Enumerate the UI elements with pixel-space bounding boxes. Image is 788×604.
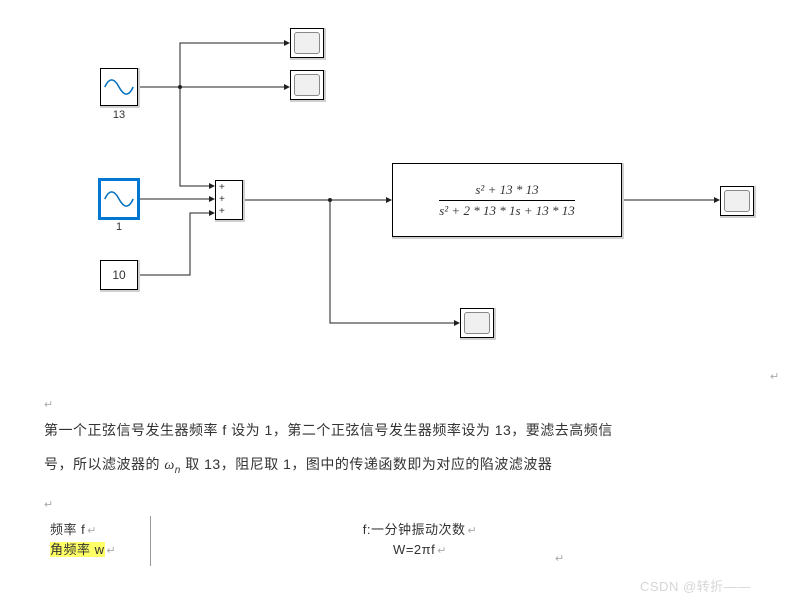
- sine-1-label: 13: [100, 109, 138, 121]
- omega-symbol: ω: [164, 458, 174, 473]
- constant-block[interactable]: 10: [100, 260, 138, 290]
- sum-input-2: +: [219, 194, 242, 206]
- sine-wave-block-1[interactable]: [100, 68, 138, 106]
- angular-frequency-label: 角频率 w: [50, 542, 105, 557]
- tf-numerator: s² + 13 * 13: [439, 182, 575, 198]
- tf-fraction-line: [439, 200, 575, 201]
- scope-screen: [294, 32, 320, 54]
- scope-block-2[interactable]: [290, 70, 324, 100]
- scope-block-3[interactable]: [720, 186, 754, 216]
- sine-2-label: 1: [100, 221, 138, 233]
- csdn-watermark: CSDN @转折——: [640, 576, 751, 595]
- angular-freq-formula: W=2πf: [393, 542, 435, 557]
- para-line2b: 取 13，阻尼取 1，图中的传递函数即为对应的陷波滤波器: [181, 456, 553, 472]
- sum-input-1: +: [219, 182, 242, 194]
- frequency-label: 频率 f: [50, 522, 85, 537]
- scope-screen: [294, 74, 320, 96]
- return-mark: ↵: [44, 498, 53, 511]
- para-line1: 第一个正弦信号发生器频率 f 设为 1，第二个正弦信号发生器频率设为 13，要滤…: [44, 422, 613, 438]
- tf-expression: s² + 13 * 13 s² + 2 * 13 * 1s + 13 * 13: [439, 182, 575, 219]
- transfer-function-block[interactable]: s² + 13 * 13 s² + 2 * 13 * 1s + 13 * 13: [392, 163, 622, 237]
- scope-screen: [464, 312, 490, 334]
- constant-value: 10: [112, 268, 125, 282]
- sum-block[interactable]: + + +: [215, 180, 243, 220]
- return-mark: ↵: [555, 552, 564, 565]
- freq-description: f:一分钟振动次数: [363, 522, 466, 537]
- description-paragraph: 第一个正弦信号发生器频率 f 设为 1，第二个正弦信号发生器频率设为 13，要滤…: [44, 414, 754, 482]
- return-mark: ↵: [770, 370, 779, 383]
- bottom-left-labels: 频率 f↵ 角频率 w↵: [50, 520, 116, 559]
- scope-block-1[interactable]: [290, 28, 324, 58]
- scope-screen: [724, 190, 750, 212]
- simulink-diagram: 13 1 10 + + + s² + 13 * 13 s² + 2 * 13 *…: [40, 8, 760, 368]
- sum-input-3: +: [219, 206, 242, 218]
- tf-denominator: s² + 2 * 13 * 1s + 13 * 13: [439, 203, 575, 219]
- scope-block-4[interactable]: [460, 308, 494, 338]
- para-line2a: 号，所以滤波器的: [44, 456, 164, 472]
- bottom-right-labels: f:一分钟振动次数↵ W=2πf↵: [330, 520, 510, 559]
- return-mark: ↵: [44, 398, 53, 411]
- vertical-divider: [150, 516, 151, 566]
- sine-wave-block-2[interactable]: [100, 180, 138, 218]
